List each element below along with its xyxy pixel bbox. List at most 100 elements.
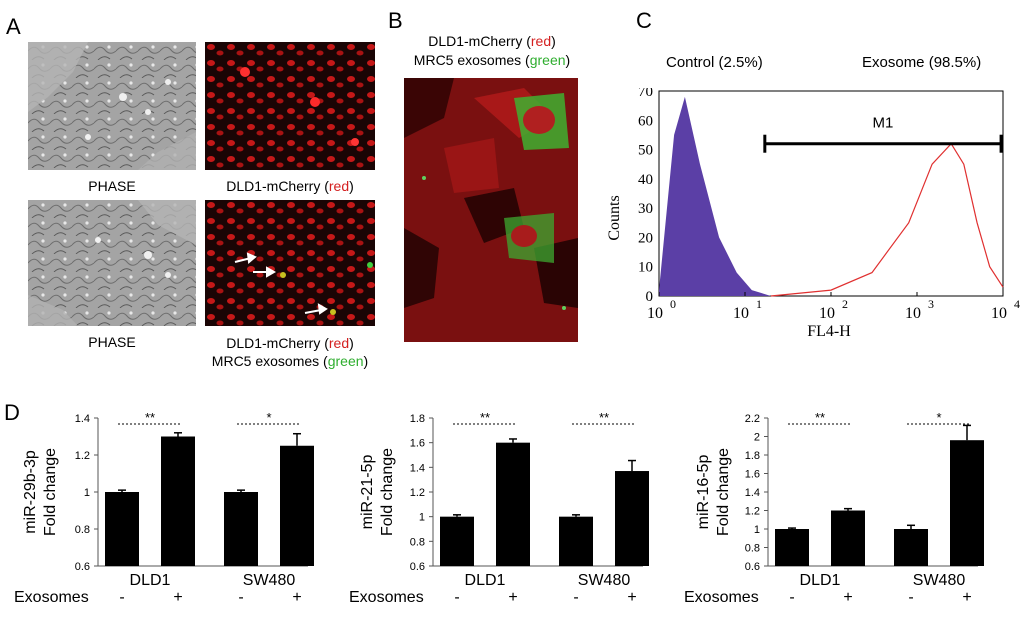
confocal-image	[404, 78, 578, 342]
panel-letter-c: C	[636, 8, 652, 33]
exosome-sign: -	[119, 589, 124, 606]
caption-paren: )	[363, 353, 369, 369]
y-tick-label: 20	[638, 230, 653, 246]
x-tick-exponent: 2	[842, 297, 848, 311]
bar	[224, 492, 258, 566]
y-tick-label: 2	[754, 432, 760, 444]
group-label: DLD1	[800, 572, 841, 589]
confocal-cells	[404, 78, 578, 342]
group-label: DLD1	[465, 572, 506, 589]
bar	[496, 442, 530, 566]
phase-cells-top	[28, 42, 196, 170]
caption-mcherry-top: DLD1-mCherry (red)	[205, 178, 375, 194]
control-label: Control (2.5%)	[666, 54, 763, 71]
y-tick-label: 1	[419, 512, 425, 524]
exosomes-row-label: Exosomes	[684, 589, 759, 606]
bar	[105, 492, 139, 566]
caption-red-word: red	[328, 178, 350, 194]
caption-phase-bottom: PHASE	[88, 334, 136, 350]
y-tick-label: 1.2	[75, 450, 90, 462]
bar	[950, 440, 984, 566]
caption-text: MRC5 exosomes (	[211, 353, 328, 369]
caption-paren: )	[349, 178, 354, 194]
exosome-sign: +	[627, 589, 636, 606]
bar	[280, 445, 314, 566]
y-tick-label: 0	[646, 289, 654, 305]
y-tick-label: 10	[638, 260, 653, 276]
exosome-sign: +	[962, 589, 971, 606]
bar	[559, 516, 593, 566]
exosome-sign: -	[789, 589, 794, 606]
y-tick-label: 50	[638, 143, 653, 159]
y-tick-label: 40	[638, 172, 653, 188]
y-tick-label: 0.6	[410, 561, 425, 573]
x-tick-exponent: 0	[670, 297, 676, 311]
panel-letter-d: D	[4, 400, 20, 425]
exosome-sign: +	[843, 589, 852, 606]
bar	[775, 529, 809, 566]
bar	[894, 529, 928, 566]
y-tick-label: 2.2	[745, 413, 760, 425]
exosomes-row-label: Exosomes	[14, 589, 89, 606]
panel-letter-a: A	[6, 14, 21, 39]
phase-image-top	[28, 42, 196, 170]
caption-text: DLD1-mCherry (	[226, 178, 329, 194]
y-axis-label-mirna: miR-21-5p	[359, 455, 376, 530]
y-tick-label: 70	[638, 88, 653, 100]
exosome-histogram	[770, 142, 1004, 297]
exosome-sign: +	[292, 589, 301, 606]
y-axis-label-fold: Fold change	[42, 448, 59, 536]
y-tick-label: 0.6	[745, 561, 760, 573]
group-label: SW480	[578, 572, 631, 589]
y-tick-label: 0.6	[75, 561, 90, 573]
significance-mark: **	[145, 410, 155, 425]
significance-mark: *	[936, 410, 941, 425]
y-tick-label: 1	[84, 487, 90, 499]
x-tick-label: 10	[733, 305, 749, 322]
title-red-word: red	[530, 33, 552, 49]
x-tick-exponent: 4	[1014, 297, 1020, 311]
exosome-sign: +	[508, 589, 517, 606]
title-paren: )	[551, 33, 556, 49]
significance-mark: **	[480, 410, 490, 425]
exosomes-row-label: Exosomes	[349, 589, 424, 606]
gate-label: M1	[873, 115, 894, 132]
phase-cells-bottom	[28, 200, 196, 326]
panel-b-title: DLD1-mCherry (red) MRC5 exosomes (green)	[392, 32, 592, 70]
caption-line-1: DLD1-mCherry (red)	[195, 334, 385, 352]
group-label: SW480	[913, 572, 966, 589]
y-tick-label: 1.4	[410, 462, 425, 474]
bar-chart-3: 0.6 0.8 1 1.2 1.4 1.6 1.8 2 2.2 miR-16-5p Fold cha…	[684, 410, 984, 606]
bar-chart-2: 0.6 0.8 1 1.2 1.4 1.6 1.8 miR-21-5p Fold change -…	[349, 410, 649, 606]
bar	[161, 436, 195, 566]
y-tick-label: 60	[638, 113, 653, 129]
caption-red-word: red	[328, 335, 350, 351]
exosome-sign: -	[238, 589, 243, 606]
y-tick-label: 1.8	[410, 413, 425, 425]
bar	[831, 510, 865, 566]
caption-line-2: MRC5 exosomes (green)	[195, 352, 385, 370]
title-text: DLD1-mCherry (	[428, 33, 531, 49]
y-tick-label: 30	[638, 201, 653, 217]
title-green-word: green	[529, 52, 566, 68]
y-axis-label-fold: Fold change	[715, 448, 732, 536]
title-text: MRC5 exosomes (	[413, 52, 530, 68]
panel-b-title-line-1: DLD1-mCherry (red)	[392, 32, 592, 51]
group-label: DLD1	[130, 572, 171, 589]
arrow-icon	[253, 266, 277, 278]
caption-green-word: green	[327, 353, 364, 369]
y-tick-label: 0.8	[75, 524, 90, 536]
x-axis-label: FL4-H	[807, 323, 851, 338]
significance-mark: *	[266, 410, 271, 425]
y-tick-label: 0.8	[410, 536, 425, 548]
y-tick-label: 1	[754, 524, 760, 536]
exosome-sign: -	[454, 589, 459, 606]
y-tick-label: 1.6	[410, 438, 425, 450]
x-tick-label: 10	[905, 305, 921, 322]
y-tick-label: 1.8	[745, 450, 760, 462]
caption-paren: )	[349, 335, 354, 351]
merged-cells-bottom	[205, 200, 375, 326]
